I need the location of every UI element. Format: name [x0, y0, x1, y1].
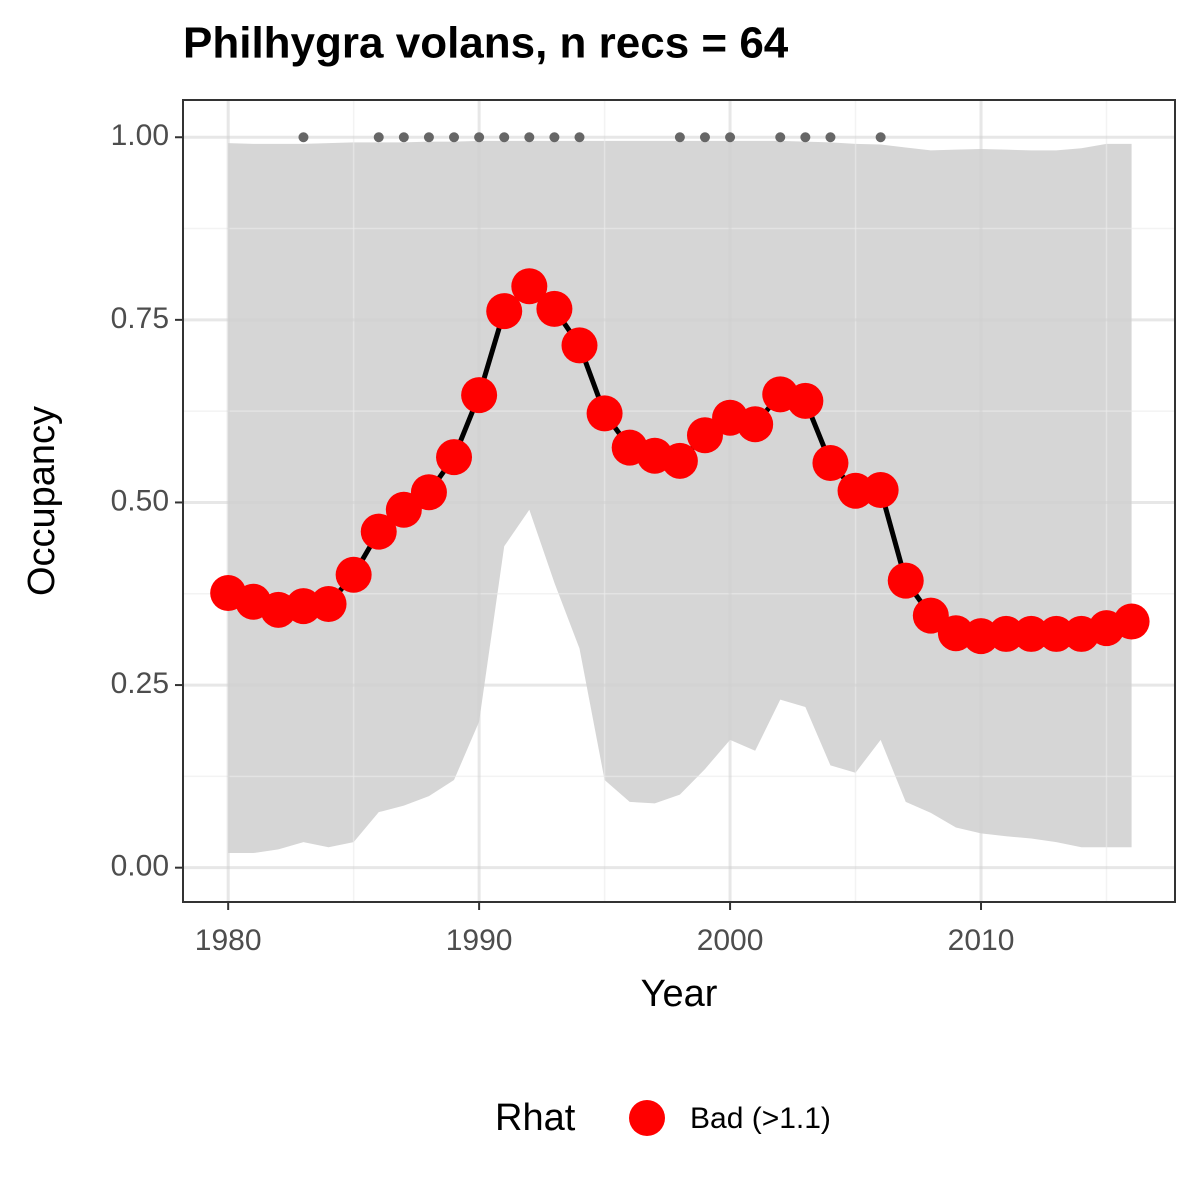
record-dot	[875, 132, 886, 143]
point	[1113, 603, 1150, 640]
record-dot	[398, 132, 409, 143]
record-dot	[449, 132, 460, 143]
point	[1038, 615, 1075, 652]
x-tick-label: 1980	[195, 924, 262, 957]
record-dot	[549, 132, 560, 143]
point	[410, 474, 447, 511]
record-dot	[423, 132, 434, 143]
point	[737, 406, 774, 443]
point	[661, 442, 698, 479]
x-tick-label: 2000	[697, 924, 764, 957]
point	[887, 562, 924, 599]
record-dot	[524, 132, 535, 143]
y-tick-label: 0.25	[111, 667, 169, 700]
record-dot	[825, 132, 836, 143]
point	[385, 491, 422, 528]
y-axis-label: Occupancy	[21, 406, 63, 596]
point	[486, 293, 523, 330]
record-dot	[725, 132, 736, 143]
point	[787, 382, 824, 419]
record-dot	[800, 132, 811, 143]
point	[837, 472, 874, 509]
record-dot	[674, 132, 685, 143]
record-dot	[499, 132, 510, 143]
x-tick-label: 1990	[446, 924, 513, 957]
legend-marker	[629, 1100, 665, 1136]
x-tick-label: 2010	[948, 924, 1015, 957]
confidence-band	[228, 140, 1132, 854]
y-tick-label: 0.50	[111, 484, 169, 517]
legend-label: Bad (>1.1)	[690, 1102, 831, 1135]
record-dot	[373, 132, 384, 143]
record-dot	[474, 132, 485, 143]
chart-title: Philhygra volans, n recs = 64	[183, 19, 789, 68]
y-tick-label: 0.00	[111, 850, 169, 883]
point	[686, 417, 723, 454]
y-tick-label: 0.75	[111, 302, 169, 335]
point	[812, 445, 849, 482]
point	[536, 290, 573, 327]
x-axis-label: Year	[641, 973, 718, 1015]
point	[561, 327, 598, 364]
y-tick-label: 1.00	[111, 119, 169, 152]
point	[912, 597, 949, 634]
point	[586, 395, 623, 432]
point	[436, 439, 473, 476]
record-dot	[298, 132, 309, 143]
point	[1013, 615, 1050, 652]
point	[360, 513, 397, 550]
plot-border	[182, 99, 1176, 903]
legend-title: Rhat	[495, 1097, 576, 1139]
point	[862, 472, 899, 509]
point	[988, 615, 1025, 652]
record-dot	[574, 132, 585, 143]
record-dot	[699, 132, 710, 143]
point	[310, 585, 347, 622]
record-dot	[775, 132, 786, 143]
point	[335, 556, 372, 593]
point	[511, 268, 548, 305]
point	[461, 377, 498, 414]
